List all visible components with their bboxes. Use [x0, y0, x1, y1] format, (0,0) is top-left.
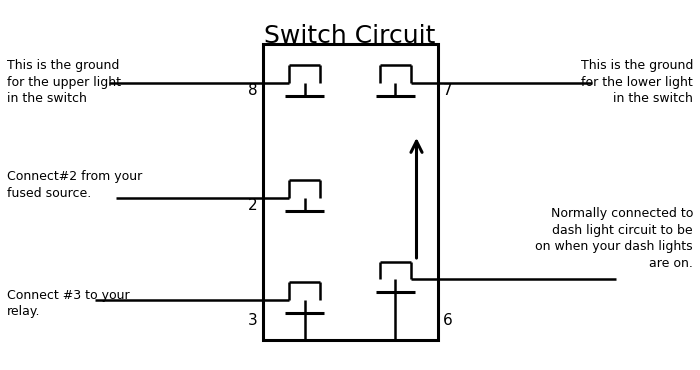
Text: This is the ground
for the lower light
in the switch: This is the ground for the lower light i…: [580, 59, 693, 105]
Bar: [262, 44, 438, 340]
Text: 8: 8: [248, 83, 258, 98]
Text: Connect #3 to your
relay.: Connect #3 to your relay.: [7, 289, 130, 318]
Text: Connect#2 from your
fused source.: Connect#2 from your fused source.: [7, 170, 142, 200]
Text: Normally connected to
dash light circuit to be
on when your dash lights
are on.: Normally connected to dash light circuit…: [536, 207, 693, 270]
Text: 3: 3: [248, 313, 258, 327]
Text: 7: 7: [442, 83, 452, 98]
Text: 6: 6: [442, 313, 452, 327]
Text: This is the ground
for the upper light
in the switch: This is the ground for the upper light i…: [7, 59, 121, 105]
Text: 2: 2: [248, 198, 258, 213]
Text: Switch Circuit: Switch Circuit: [265, 24, 435, 48]
